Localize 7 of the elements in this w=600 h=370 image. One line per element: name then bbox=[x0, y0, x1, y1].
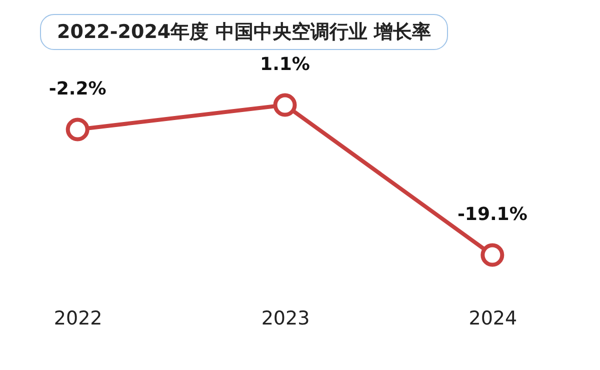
x-tick-label: 2023 bbox=[261, 308, 310, 330]
data-label: 1.1% bbox=[260, 54, 310, 75]
data-label: -2.2% bbox=[48, 78, 106, 100]
data-label: -19.1% bbox=[457, 204, 528, 225]
x-tick-label: 2024 bbox=[468, 308, 518, 330]
chart-title: 2022-2024年度 中国中央空调行业 增长率 bbox=[40, 14, 448, 50]
x-tick-label: 2022 bbox=[54, 308, 102, 330]
